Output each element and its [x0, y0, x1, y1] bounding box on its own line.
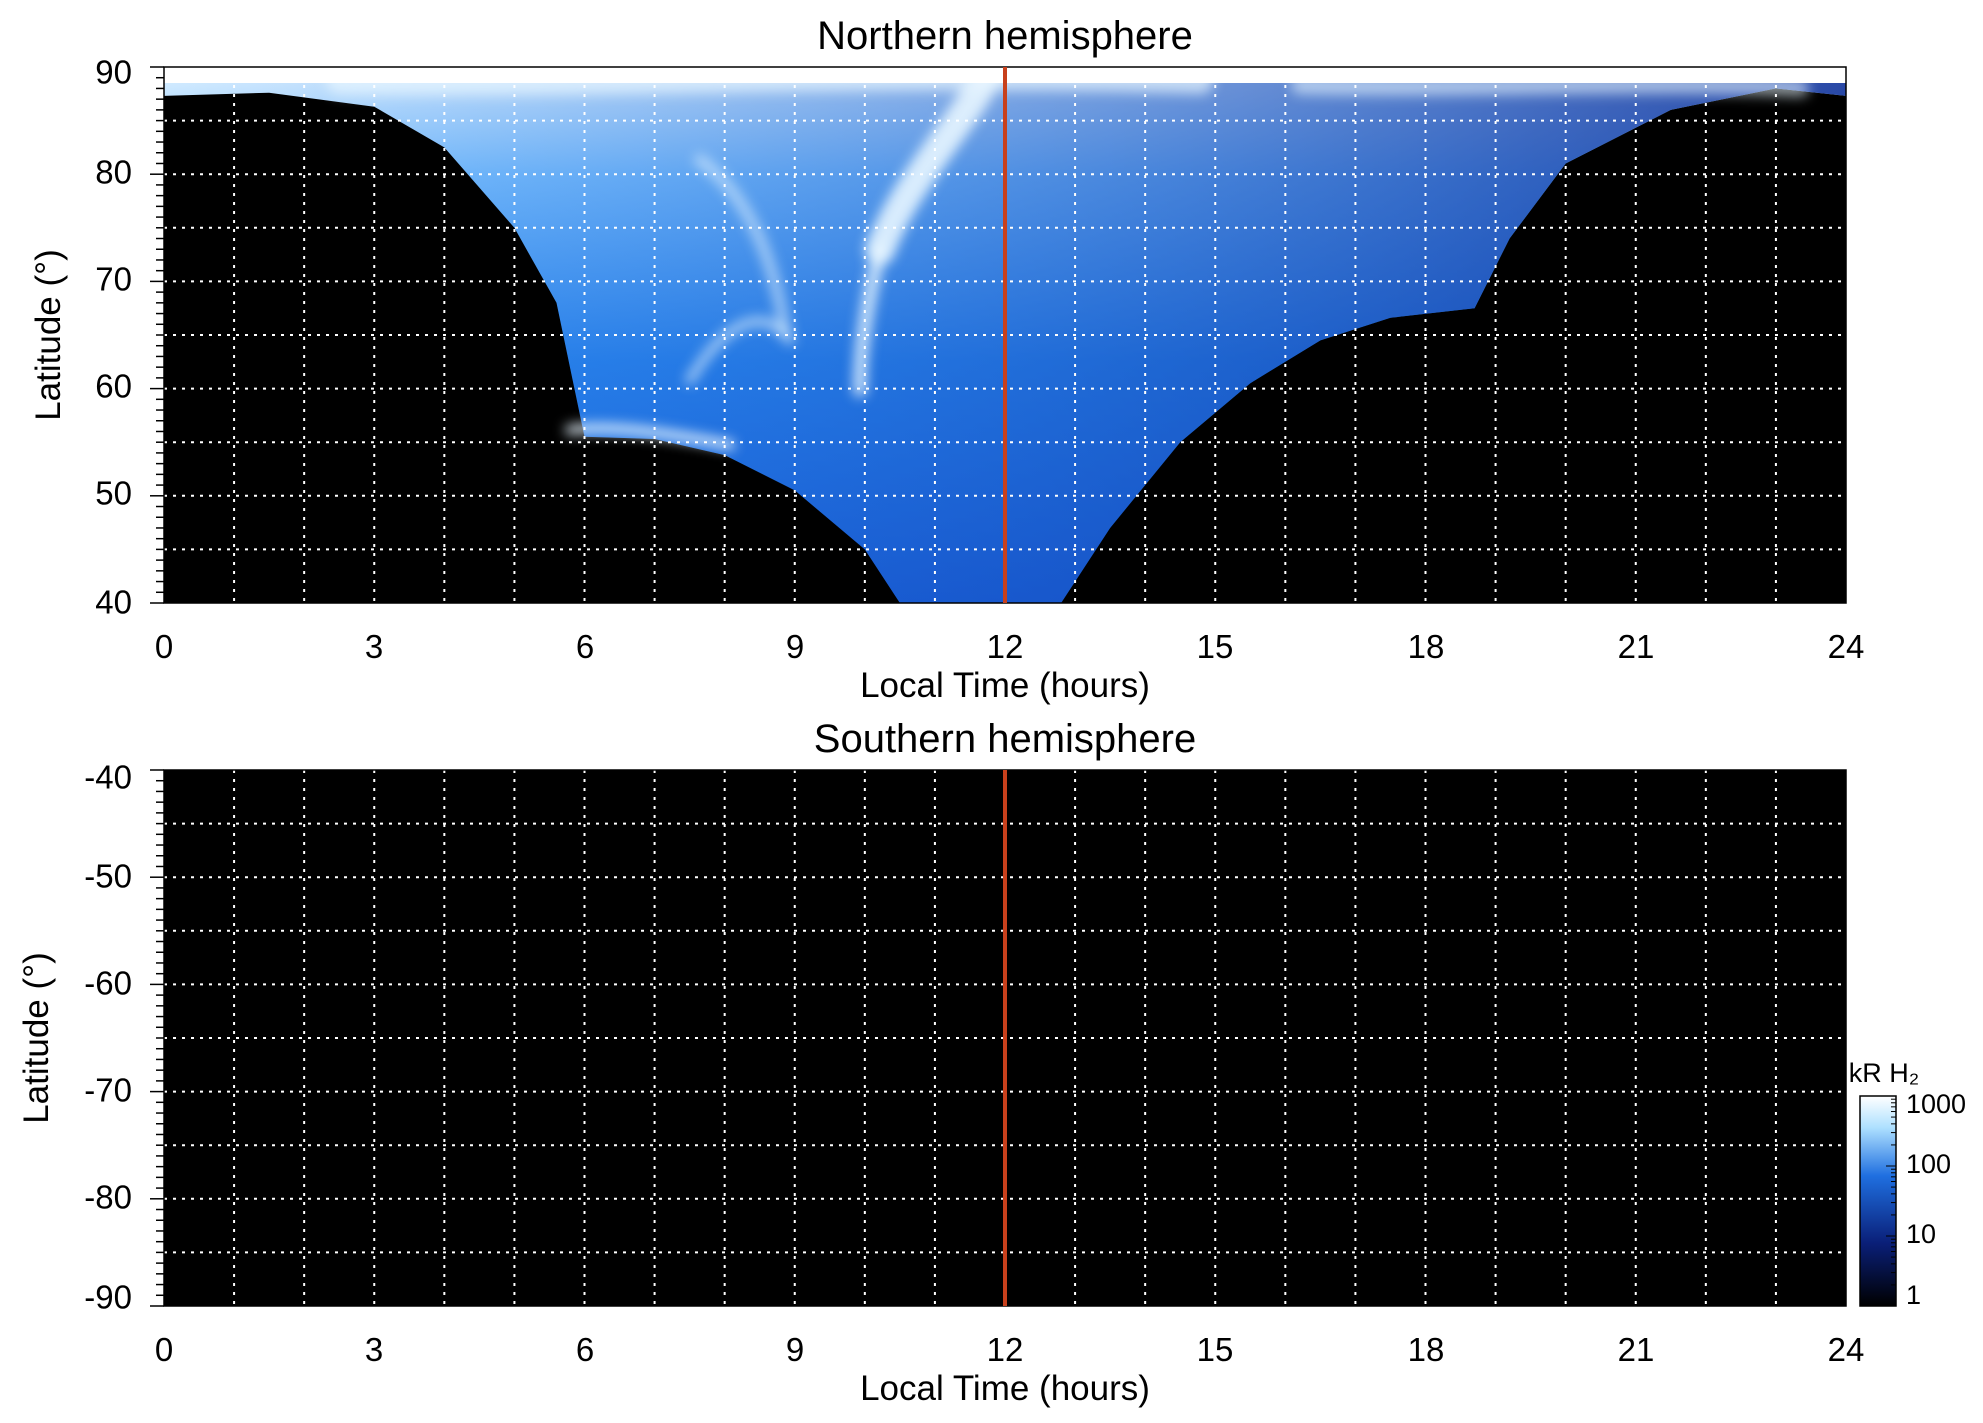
south-xtick-label: 9: [786, 1331, 804, 1368]
north-xtick-label: 6: [576, 628, 594, 665]
colorbar-tick-label: 100: [1906, 1149, 1951, 1179]
south-xtick-label: 21: [1618, 1331, 1655, 1368]
north-ytick-label: 50: [95, 475, 132, 512]
north-ytick-label: 40: [95, 584, 132, 621]
south-ytick-label: -90: [84, 1279, 132, 1316]
south-ytick-label: -40: [84, 759, 132, 796]
south-xtick-label: 24: [1828, 1331, 1865, 1368]
south-ytick-label: -80: [84, 1179, 132, 1216]
north-grid: [164, 67, 1846, 603]
north-ytick-label: 80: [95, 154, 132, 191]
north-xtick-label: 18: [1408, 628, 1445, 665]
south-y-axis-label: Latitude (°): [17, 952, 56, 1124]
north-xtick-label: 24: [1828, 628, 1865, 665]
north-xtick-label: 3: [365, 628, 383, 665]
colorbar-tick-label: 10: [1906, 1219, 1936, 1249]
south-x-tick-labels: 0 3 6 9 12 15 18 21 24: [155, 1331, 1865, 1368]
north-xtick-label: 9: [786, 628, 804, 665]
south-grid: [164, 770, 1846, 1306]
north-y-tick-marks: [150, 66, 164, 604]
colorbar-tick-label: 1: [1906, 1280, 1921, 1310]
south-y-tick-marks: [150, 769, 164, 1307]
colorbar-title: kR H₂: [1849, 1058, 1919, 1088]
colorbar: kR H₂ 1000 100 10 1: [1849, 1058, 1966, 1310]
north-panel: Northern hemisphere 0 3 6 9 12: [29, 14, 1864, 705]
north-xtick-label: 21: [1618, 628, 1655, 665]
south-xtick-label: 6: [576, 1331, 594, 1368]
south-xtick-label: 12: [987, 1331, 1024, 1368]
colorbar-tick-label: 1000: [1906, 1089, 1966, 1119]
south-xtick-label: 0: [155, 1331, 173, 1368]
south-title: Southern hemisphere: [814, 717, 1196, 761]
colorbar-minor-ticks: [1886, 1098, 1896, 1307]
south-xtick-label: 3: [365, 1331, 383, 1368]
south-x-axis-label: Local Time (hours): [860, 1369, 1150, 1408]
north-ytick-label: 70: [95, 261, 132, 298]
north-xtick-label: 0: [155, 628, 173, 665]
north-xtick-label: 15: [1197, 628, 1234, 665]
colorbar-gradient: [1859, 1095, 1897, 1307]
north-xtick-label: 12: [987, 628, 1024, 665]
south-panel: Southern hemisphere 0 3 6 9 12 15 18 21 …: [17, 717, 1864, 1408]
south-ytick-label: -50: [84, 858, 132, 895]
north-title: Northern hemisphere: [817, 14, 1193, 58]
south-ytick-label: -70: [84, 1072, 132, 1109]
north-y-axis-label: Latitude (°): [29, 249, 68, 421]
north-y-tick-labels: 40 50 60 70 80 90: [95, 54, 132, 621]
north-ytick-label: 60: [95, 368, 132, 405]
north-x-axis-label: Local Time (hours): [860, 666, 1150, 705]
south-xtick-label: 18: [1408, 1331, 1445, 1368]
north-ytick-label: 90: [95, 54, 132, 91]
south-ytick-label: -60: [84, 965, 132, 1002]
north-x-tick-labels: 0 3 6 9 12 15 18 21 24: [155, 628, 1865, 665]
south-xtick-label: 15: [1197, 1331, 1234, 1368]
south-y-tick-labels: -40 -50 -60 -70 -80 -90: [84, 759, 132, 1316]
